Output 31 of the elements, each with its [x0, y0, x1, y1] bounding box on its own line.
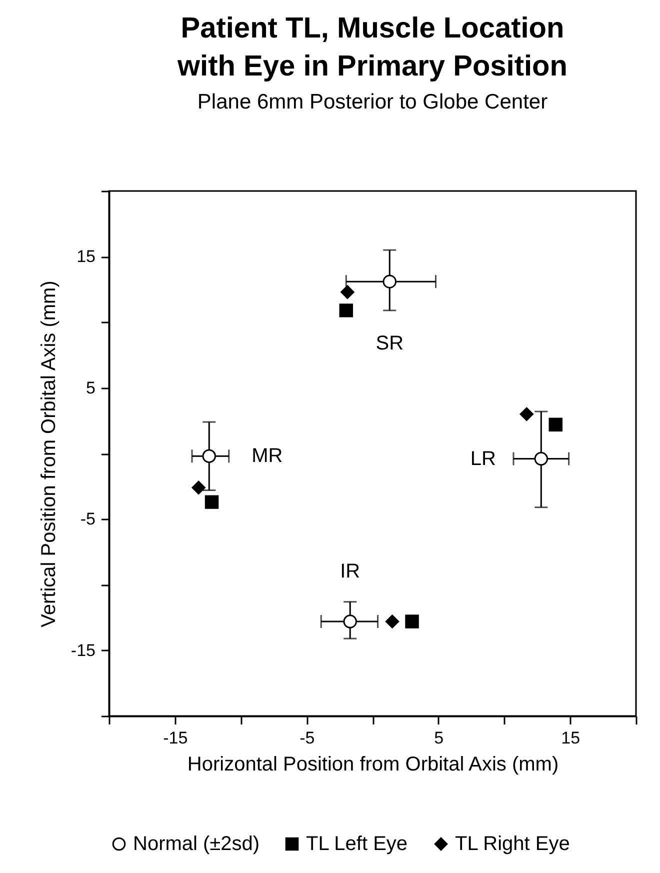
- point: [382, 274, 396, 288]
- annotation: MR: [252, 445, 283, 468]
- point: [340, 285, 354, 299]
- point: [385, 614, 400, 628]
- y-tick-label: 15: [76, 247, 96, 266]
- point: [548, 418, 563, 432]
- point: [534, 452, 548, 466]
- point: [343, 614, 357, 628]
- point: [405, 614, 419, 628]
- y-axis-title: Vertical Position from Orbital Axis (mm): [38, 280, 60, 628]
- x-tick-label: 15: [561, 728, 580, 748]
- annotation: LR: [470, 448, 496, 470]
- point: [339, 304, 354, 318]
- legend-label: TL Left Eye: [306, 833, 408, 855]
- y-tick-label: 5: [86, 378, 96, 398]
- chart-subtitle: Plane 6mm Posterior to Globe Center: [197, 90, 548, 114]
- annotation: SR: [376, 332, 404, 355]
- x-tick-label: -15: [163, 728, 188, 748]
- chart-title: Patient TL, Muscle Location with Eye in Primary Position: [176, 12, 568, 82]
- legend-label: TL Right Eye: [455, 833, 570, 855]
- y-tick-label: -15: [70, 640, 96, 660]
- x-tick-label: 5: [434, 728, 444, 748]
- annotation: IR: [340, 560, 360, 582]
- legend-label: Normal (±2sd): [133, 833, 260, 855]
- point: [202, 449, 216, 463]
- x-tick-label: -5: [300, 728, 315, 748]
- x-axis-title: Horizontal Position from Orbital Axis (mm): [187, 754, 559, 776]
- y-tick-label: -5: [80, 510, 96, 529]
- point: [192, 480, 206, 494]
- point: [204, 495, 219, 509]
- point: [520, 407, 534, 421]
